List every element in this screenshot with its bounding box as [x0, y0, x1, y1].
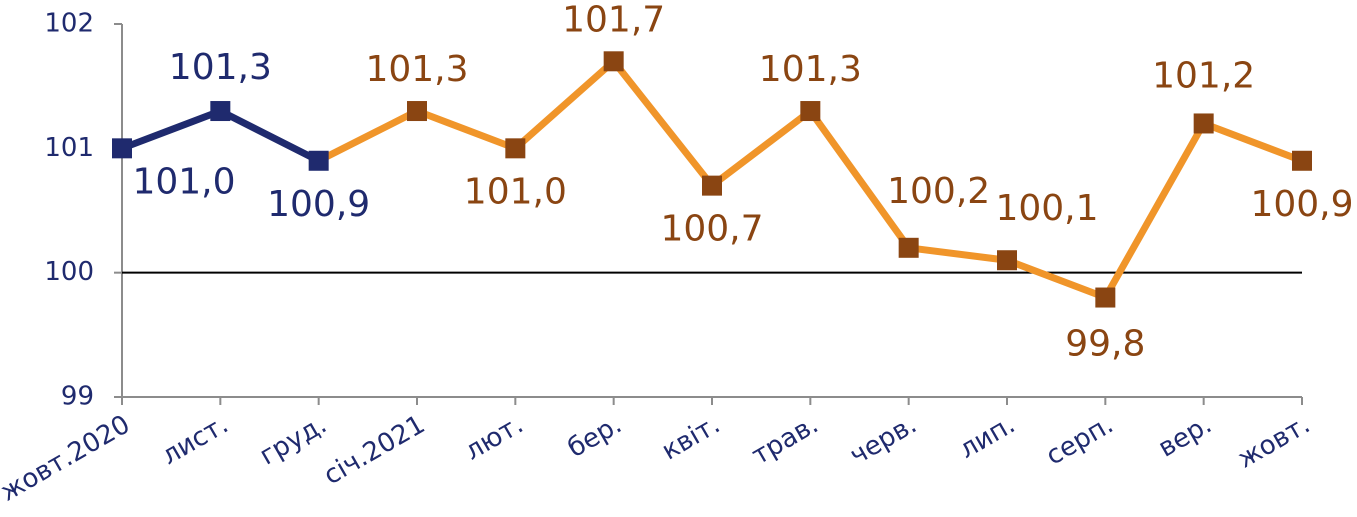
data-label: 100,9	[1250, 184, 1353, 225]
x-tick-label: жовт.2020	[0, 410, 135, 508]
x-tick-label: лип.	[954, 410, 1020, 465]
marker	[505, 138, 526, 159]
marker	[407, 101, 427, 122]
data-label: 101,3	[365, 49, 468, 90]
y-tick-label: 100	[44, 257, 94, 287]
x-tick-label: бер.	[563, 410, 627, 464]
marker	[1193, 113, 1214, 134]
data-label: 101,0	[132, 161, 235, 202]
marker	[898, 237, 919, 258]
y-tick-label: 101	[44, 133, 94, 163]
data-label: 100,2	[887, 171, 990, 212]
x-tick-label: серп.	[1041, 410, 1118, 472]
x-tick-label: черв.	[845, 410, 922, 472]
y-tick-label: 99	[61, 382, 94, 412]
y-tick-label: 102	[44, 9, 94, 39]
data-label: 101,3	[169, 47, 272, 88]
marker	[112, 138, 132, 159]
marker	[800, 101, 821, 122]
x-tick-label: вер.	[1153, 410, 1217, 464]
x-tick-label: лист.	[157, 410, 234, 472]
data-label: 100,9	[267, 184, 370, 225]
marker	[210, 101, 231, 122]
marker	[1095, 287, 1116, 308]
x-tick-label: лют.	[460, 410, 529, 467]
marker	[702, 175, 722, 196]
marker	[603, 51, 624, 72]
x-tick-label: січ.2021	[319, 410, 430, 492]
x-tick-label: груд.	[255, 410, 332, 472]
marker	[308, 150, 329, 171]
data-label: 101,2	[1152, 55, 1255, 96]
x-tick-label: жовт.	[1233, 410, 1316, 475]
x-tick-label: трав.	[747, 410, 824, 472]
data-label: 99,8	[1065, 324, 1145, 365]
marker	[997, 250, 1017, 271]
data-label: 100,7	[660, 209, 763, 250]
data-label: 100,1	[995, 188, 1098, 229]
marker	[1292, 150, 1312, 171]
data-label: 101,3	[759, 49, 862, 90]
data-label: 101,0	[464, 171, 567, 212]
x-tick-label: квіт.	[657, 410, 725, 467]
data-label: 101,7	[562, 0, 665, 40]
